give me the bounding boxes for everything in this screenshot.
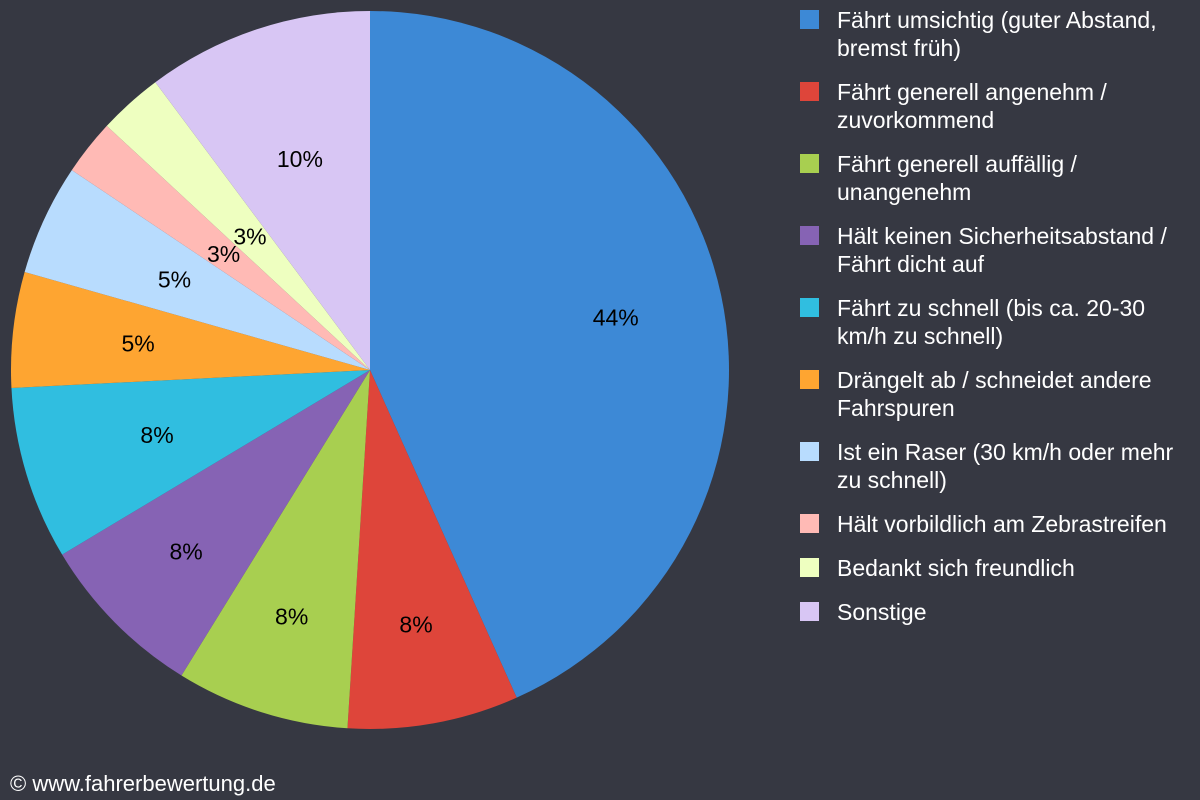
- legend-item: Bedankt sich freundlich: [800, 554, 1195, 582]
- legend-label: Sonstige: [837, 599, 927, 625]
- legend-label: Hält keinen Sicherheitsabstand / Fährt d…: [837, 223, 1167, 277]
- legend-label: Ist ein Raser (30 km/h oder mehr zu schn…: [837, 439, 1174, 493]
- pie-slice: [347, 370, 517, 729]
- pie-slice: [10, 272, 370, 389]
- legend-swatch: [800, 370, 819, 389]
- legend-label: Hält vorbildlich am Zebrastreifen: [837, 511, 1167, 537]
- legend: Fährt umsichtig (guter Abstand, bremst f…: [800, 6, 1195, 642]
- legend-swatch: [800, 602, 819, 621]
- legend-item: Ist ein Raser (30 km/h oder mehr zu schn…: [800, 438, 1195, 494]
- legend-label: Bedankt sich freundlich: [837, 555, 1075, 581]
- pie-slice: [71, 125, 370, 371]
- legend-item: Fährt umsichtig (guter Abstand, bremst f…: [800, 6, 1195, 62]
- legend-item: Fährt generell angenehm / zuvorkommend: [800, 78, 1195, 134]
- pie-slice: [106, 82, 371, 370]
- pie-slice: [62, 370, 371, 676]
- slice-percent-label: 8%: [140, 422, 173, 448]
- pie-slice: [370, 11, 729, 698]
- legend-swatch: [800, 10, 819, 29]
- legend-item: Drängelt ab / schneidet andere Fahrspure…: [800, 366, 1195, 422]
- legend-label: Drängelt ab / schneidet andere Fahrspure…: [837, 367, 1152, 421]
- legend-item: Hält keinen Sicherheitsabstand / Fährt d…: [800, 222, 1195, 278]
- slice-percent-label: 3%: [233, 223, 266, 249]
- copyright-footer: © www.fahrerbewertung.de: [10, 771, 276, 796]
- pie-slice: [11, 370, 371, 555]
- legend-label: Fährt umsichtig (guter Abstand, bremst f…: [837, 7, 1157, 61]
- legend-item: Fährt generell auffällig / unangenehm: [800, 150, 1195, 206]
- legend-item: Hält vorbildlich am Zebrastreifen: [800, 510, 1195, 538]
- legend-swatch: [800, 514, 819, 533]
- slice-percent-label: 3%: [207, 241, 240, 267]
- legend-swatch: [800, 442, 819, 461]
- slice-percent-label: 8%: [169, 539, 202, 565]
- legend-label: Fährt generell angenehm / zuvorkommend: [837, 79, 1107, 133]
- legend-item: Fährt zu schnell (bis ca. 20-30 km/h zu …: [800, 294, 1195, 350]
- slice-percent-label: 8%: [275, 603, 308, 629]
- legend-label: Fährt generell auffällig / unangenehm: [837, 151, 1077, 205]
- slice-percent-label: 5%: [122, 331, 155, 357]
- slice-percent-label: 5%: [158, 267, 191, 293]
- legend-item: Sonstige: [800, 598, 1195, 626]
- legend-swatch: [800, 558, 819, 577]
- slice-percent-label: 44%: [593, 304, 639, 330]
- legend-label: Fährt zu schnell (bis ca. 20-30 km/h zu …: [837, 295, 1146, 349]
- pie-slice: [155, 10, 370, 370]
- pie-slice: [24, 170, 370, 370]
- slice-percent-label: 10%: [277, 146, 323, 172]
- legend-swatch: [800, 82, 819, 101]
- pie-chart: 44% 8% 8% 8% 8% 5% 5% 3%3% 10%: [10, 10, 729, 729]
- pie-slice: [181, 370, 370, 729]
- legend-swatch: [800, 154, 819, 173]
- legend-swatch: [800, 298, 819, 317]
- legend-swatch: [800, 226, 819, 245]
- slice-percent-label: 8%: [399, 611, 432, 637]
